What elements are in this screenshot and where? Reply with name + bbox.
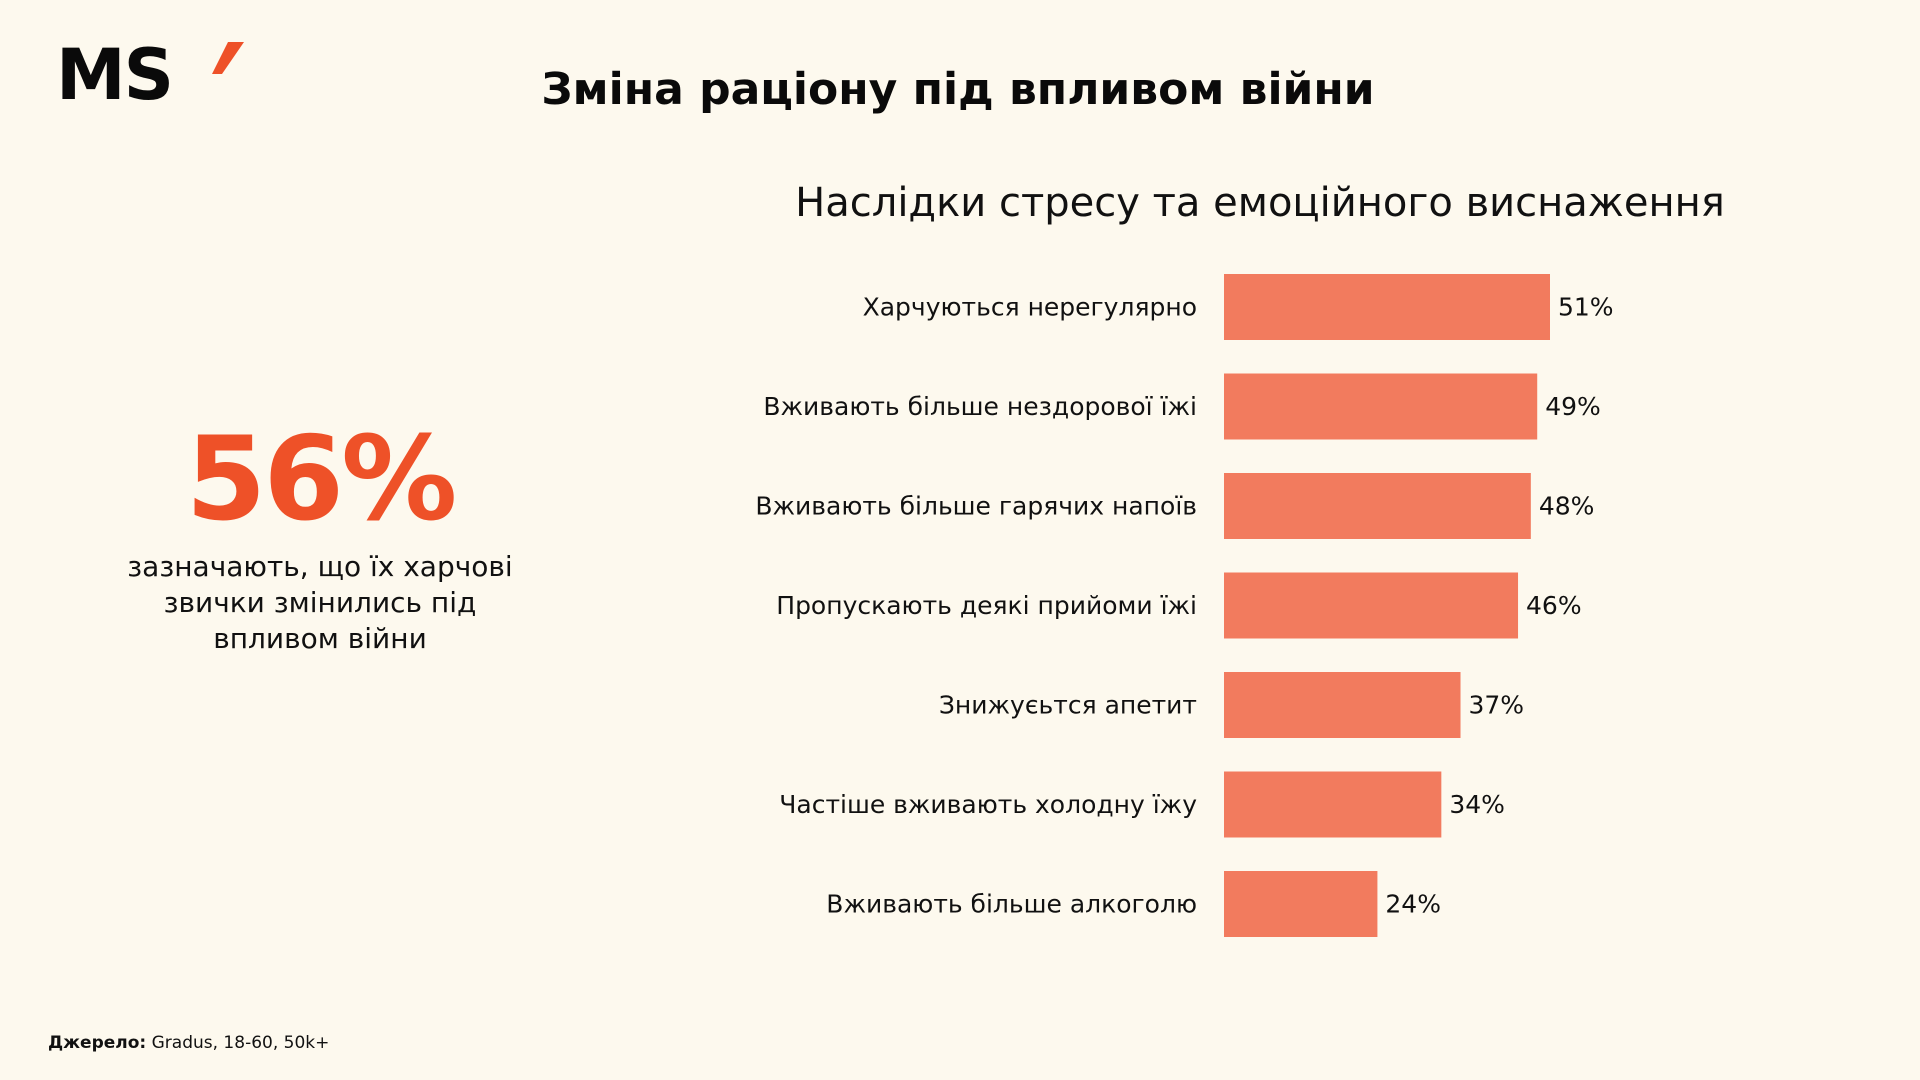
bar-row: Вживають більше гарячих напоїв 48% (755, 473, 1594, 539)
highlight-value: 56% (185, 412, 458, 547)
bar (1224, 871, 1378, 937)
bar (1224, 672, 1461, 738)
category-label: Харчуються нерегулярно (863, 293, 1197, 322)
highlight-stat: 56% зазначають, що їх харчові звички змі… (80, 415, 560, 657)
bar-row: Вживають більше нездорової їжі 49% (763, 373, 1601, 440)
category-label: Частіше вживають холодну їжу (779, 790, 1197, 819)
value-label: 51% (1558, 293, 1614, 322)
bar (1224, 771, 1442, 838)
category-label: Вживають більше алкоголю (826, 890, 1197, 919)
logo-text: MS (56, 34, 174, 116)
value-label: 37% (1469, 691, 1525, 720)
highlight-description-line: зазначають, що їх харчові (127, 550, 513, 583)
chart-title: Наслідки стресу та емоційного виснаження (795, 180, 1725, 226)
page-title: Зміна раціону під впливом війни (0, 58, 1920, 122)
page-title-text: Зміна раціону під впливом війни (541, 64, 1375, 115)
bar-row: Пропускають деякі прийоми їжі 46% (776, 572, 1582, 639)
bar (1224, 373, 1538, 440)
source-label: Джерело: (48, 1033, 147, 1053)
category-label: Знижуєьтся апетит (939, 691, 1197, 720)
source-value: Gradus, 18-60, 50k+ (146, 1033, 330, 1053)
value-label: 34% (1449, 790, 1505, 819)
logo-apostrophe-icon (212, 42, 244, 74)
bar (1224, 473, 1531, 539)
brand-logo: MS (56, 30, 246, 120)
value-label: 24% (1385, 890, 1441, 919)
bar (1224, 274, 1550, 340)
highlight-description-line: звички змінились під (163, 586, 477, 619)
bar-row: Частіше вживають холодну їжу 34% (779, 771, 1505, 838)
source-footer: Джерело: Gradus, 18-60, 50k+ (48, 1030, 329, 1056)
category-label: Вживають більше нездорової їжі (763, 392, 1197, 421)
value-label: 46% (1526, 591, 1582, 620)
bar-row: Вживають більше алкоголю 24% (826, 871, 1441, 937)
value-label: 48% (1539, 492, 1595, 521)
bar-row: Харчуються нерегулярно 51% (863, 274, 1614, 340)
value-label: 49% (1545, 392, 1601, 421)
bar (1224, 572, 1519, 639)
highlight-description-line: впливом війни (213, 622, 427, 655)
category-label: Пропускають деякі прийоми їжі (776, 591, 1197, 620)
category-label: Вживають більше гарячих напоїв (755, 492, 1197, 521)
highlight-description: зазначають, що їх харчові звички змінили… (80, 549, 560, 657)
bar-chart: Харчуються нерегулярно 51% Вживають більше… (755, 274, 1614, 937)
bar-row: Знижуєьтся апетит 37% (939, 672, 1524, 738)
